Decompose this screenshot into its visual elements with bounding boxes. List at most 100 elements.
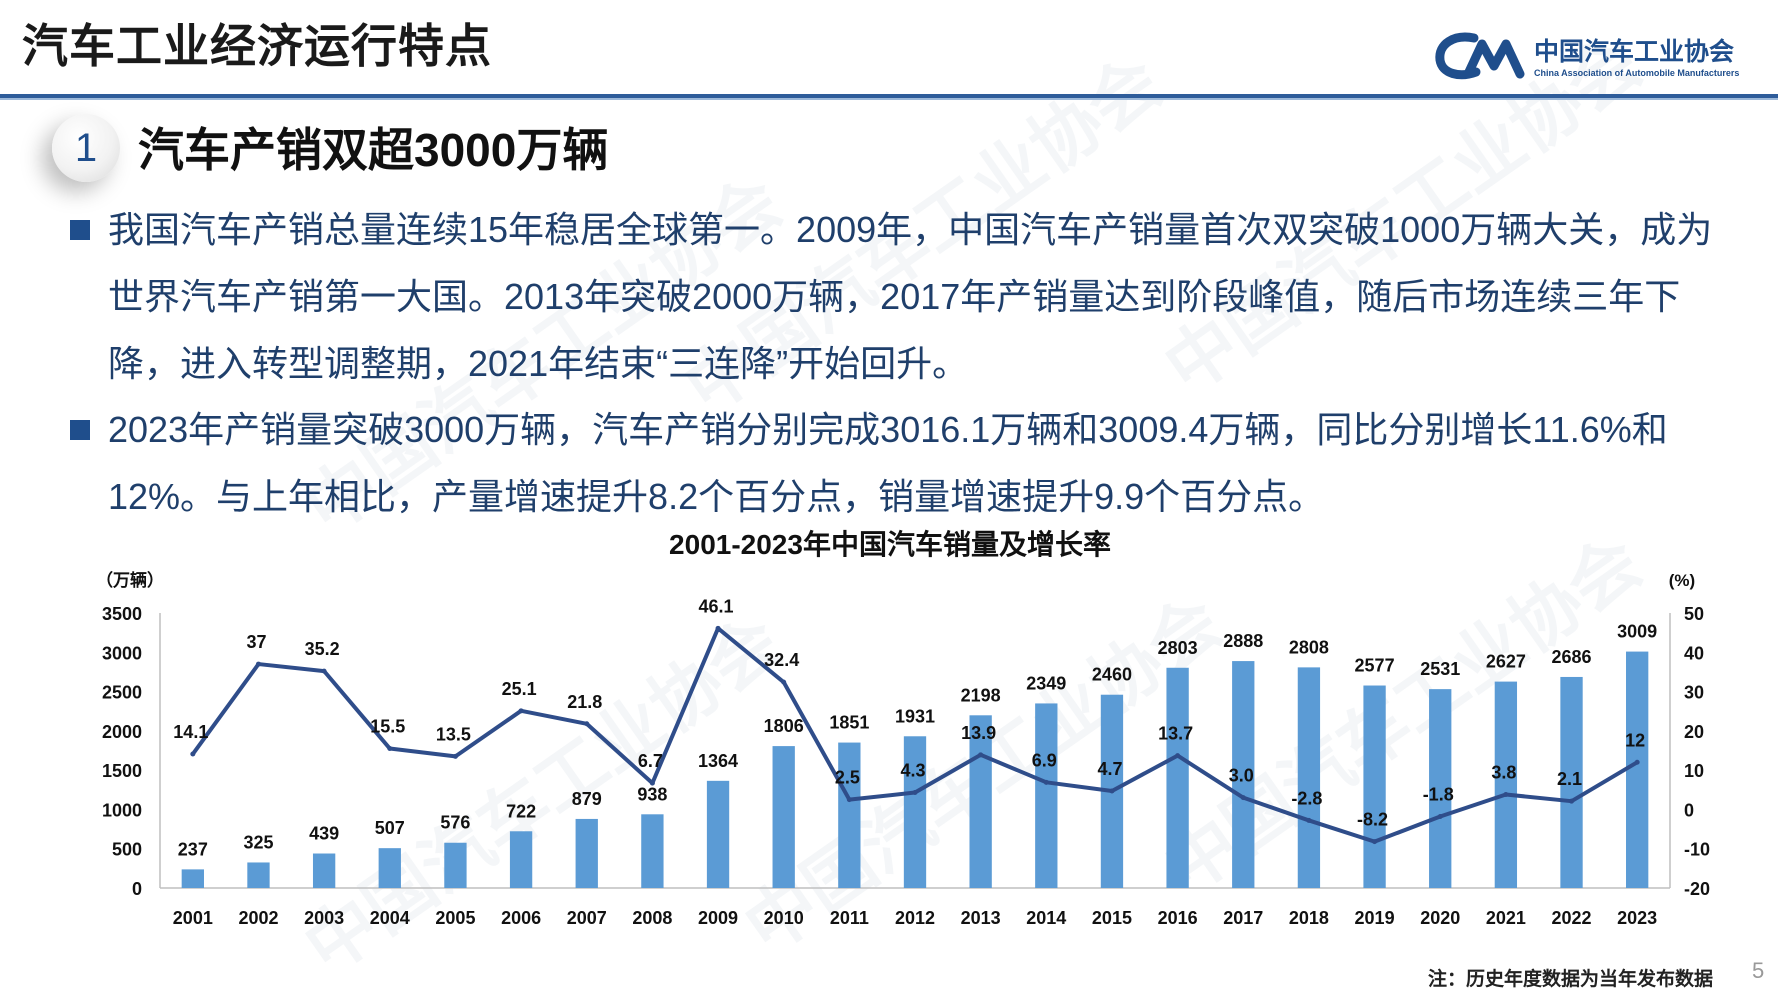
bar <box>509 831 533 888</box>
growth-point <box>781 679 787 685</box>
growth-point <box>190 751 196 757</box>
x-tick-label: 2005 <box>435 908 475 928</box>
growth-point <box>1043 779 1049 785</box>
growth-point <box>584 721 590 727</box>
bar-value-label: 2531 <box>1420 659 1460 679</box>
growth-value-label: 46.1 <box>699 596 734 616</box>
growth-value-label: -1.8 <box>1423 785 1454 805</box>
bar <box>903 736 927 888</box>
header-divider <box>0 94 1778 98</box>
bar-value-label: 2808 <box>1289 637 1329 657</box>
growth-value-label: 35.2 <box>305 639 340 659</box>
bar-value-label: 3009 <box>1617 622 1657 642</box>
chart-labels: 237 325 439 507 576 722 879 938 1364 1806 1851 1931… <box>173 596 1657 859</box>
growth-value-label: -8.2 <box>1357 810 1388 830</box>
bar-value-label: 2577 <box>1355 656 1395 676</box>
bar <box>1363 685 1386 888</box>
y-right-tick-label: -10 <box>1684 840 1710 860</box>
bar <box>772 746 795 888</box>
bar-value-label: 938 <box>637 784 667 804</box>
growth-value-label: 13.9 <box>961 723 996 743</box>
x-tick-label: 2017 <box>1223 908 1263 928</box>
y-right-unit: (%) <box>1669 571 1695 590</box>
bar-value-label: 2888 <box>1223 631 1263 651</box>
logo-name-cn: 中国汽车工业协会 <box>1534 38 1735 66</box>
bullet-marker <box>70 420 90 440</box>
x-tick-label: 2002 <box>238 908 278 928</box>
bar <box>1166 667 1189 888</box>
growth-point <box>649 780 655 786</box>
bar <box>312 853 336 888</box>
growth-value-label: 13.7 <box>1158 724 1193 744</box>
x-tick-label: 2021 <box>1486 908 1526 928</box>
header-divider-light <box>0 98 1778 100</box>
x-tick-label: 2003 <box>304 908 344 928</box>
sales-growth-chart: 2001-2023年中国汽车销量及增长率 （万辆） (%) 0500100015… <box>96 528 1710 928</box>
bar <box>247 862 270 888</box>
y-left-tick-label: 0 <box>132 879 142 899</box>
x-tick-label: 2014 <box>1026 908 1066 928</box>
page-number: 5 <box>1752 958 1765 983</box>
chart-axes: 0 500 1000 1500 2000 2500 3000 3500 -20 -10 0 10 20 3… <box>102 604 1710 928</box>
caam-logo-icon <box>1435 32 1525 80</box>
growth-point <box>715 625 721 631</box>
bar <box>1560 676 1583 888</box>
bar <box>181 869 204 888</box>
growth-value-label: 2.5 <box>835 768 860 788</box>
bar <box>444 842 467 888</box>
bar-value-label: 879 <box>572 789 602 809</box>
growth-value-label: -2.8 <box>1291 788 1322 808</box>
growth-point <box>1109 788 1115 794</box>
x-tick-label: 2012 <box>895 908 935 928</box>
growth-point <box>1437 814 1443 819</box>
bullet-marker <box>70 220 90 240</box>
growth-value-label: 3.0 <box>1229 766 1254 786</box>
bullet-paragraph-2: 2023年产销量突破3000万辆，汽车产销分别完成3016.1万辆和3009.4… <box>108 409 1668 517</box>
bar-value-label: 722 <box>506 801 536 821</box>
growth-point <box>1503 792 1509 797</box>
growth-value-label: 2.1 <box>1557 769 1582 789</box>
bar <box>1626 651 1649 888</box>
y-right-tick-label: 20 <box>1684 722 1704 742</box>
x-tick-label: 2008 <box>632 908 672 928</box>
y-left-tick-label: 500 <box>112 840 142 860</box>
growth-point <box>1372 839 1378 845</box>
bar <box>1232 661 1255 888</box>
chart-growth-line <box>190 625 1640 845</box>
y-left-tick-label: 3500 <box>102 604 142 624</box>
growth-point <box>912 790 918 796</box>
growth-value-label: 14.1 <box>173 722 208 742</box>
growth-point <box>452 753 458 759</box>
growth-point <box>387 746 393 752</box>
growth-point <box>1306 817 1312 823</box>
bar-value-label: 2198 <box>961 685 1001 705</box>
growth-value-label: 4.3 <box>900 761 925 781</box>
x-tick-label: 2004 <box>370 908 410 928</box>
growth-point <box>1634 759 1640 765</box>
x-tick-label: 2019 <box>1355 908 1395 928</box>
bar-value-label: 1851 <box>829 713 869 733</box>
footnote: 注：历史年度数据为当年发布数据 <box>1428 969 1714 990</box>
bar-value-label: 325 <box>243 832 273 852</box>
growth-value-label: 3.8 <box>1491 763 1516 783</box>
bar <box>641 814 664 888</box>
bar-value-label: 1806 <box>764 716 804 736</box>
growth-value-label: 21.8 <box>567 692 602 712</box>
bar <box>1035 703 1058 888</box>
x-tick-label: 2018 <box>1289 908 1329 928</box>
y-right-tick-label: -20 <box>1684 879 1710 899</box>
growth-point <box>846 797 852 803</box>
x-tick-label: 2011 <box>830 908 869 928</box>
growth-point <box>518 708 524 714</box>
growth-value-label: 32.4 <box>764 650 799 670</box>
growth-point <box>1569 798 1575 804</box>
y-right-tick-label: 40 <box>1684 643 1704 663</box>
section-number-badge: 1 <box>52 114 120 182</box>
growth-point <box>1240 795 1246 801</box>
x-tick-label: 2009 <box>698 908 738 928</box>
slide-title: 汽车工业经济运行特点 <box>22 20 492 72</box>
growth-value-label: 4.7 <box>1097 759 1122 779</box>
bar-value-label: 2803 <box>1158 638 1198 658</box>
growth-value-label: 6.7 <box>638 751 663 771</box>
bullet-paragraph-1: 我国汽车产销总量连续15年稳居全球第一。2009年，中国汽车产销量首次双突破10… <box>108 209 1713 384</box>
